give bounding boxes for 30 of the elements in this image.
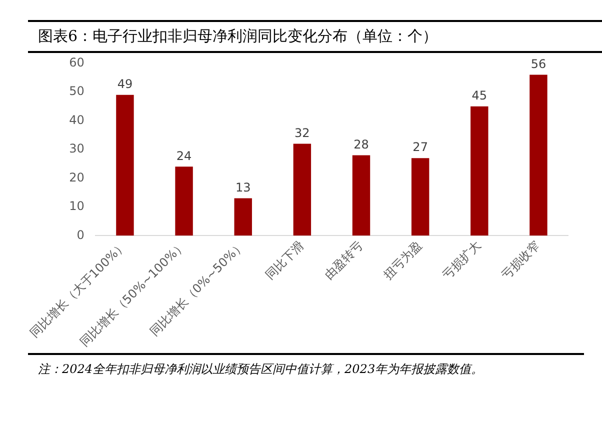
y-tick-label: 40 — [69, 112, 84, 127]
data-label: 28 — [354, 137, 369, 152]
data-label: 24 — [176, 148, 192, 163]
bar — [293, 144, 312, 236]
bar — [175, 166, 193, 236]
bar — [530, 74, 548, 236]
y-tick-label: 20 — [69, 170, 84, 184]
data-label: 13 — [235, 180, 251, 194]
x-tick-label: 亏损扩大 — [440, 238, 484, 282]
y-tick-label: 50 — [69, 84, 84, 98]
data-label: 27 — [412, 140, 428, 154]
data-label: 45 — [472, 88, 488, 102]
data-label: 49 — [117, 76, 133, 91]
data-label: 32 — [294, 126, 310, 140]
chart-title: 图表6：电子行业扣非归母净利润同比变化分布（单位：个） — [28, 20, 602, 53]
y-tick-label: 10 — [69, 199, 84, 214]
y-tick-label: 0 — [76, 228, 84, 242]
data-label: 56 — [530, 56, 546, 71]
x-tick-label: 由盈转亏 — [322, 238, 366, 282]
x-tick-label: 亏损收窄 — [498, 238, 543, 282]
y-tick-label: 30 — [69, 142, 84, 156]
text: 注：2024全年扣非归母净利润以业绩预告区间中值计算，2023年为年报披露数值。 — [37, 361, 484, 378]
x-tick-label: 扭亏为盈 — [380, 238, 425, 282]
bar — [470, 106, 488, 236]
y-tick-label: 60 — [69, 55, 84, 70]
bar — [411, 158, 430, 236]
x-tick-label: 同比下滑 — [262, 238, 307, 282]
bar — [116, 94, 134, 236]
bar — [234, 198, 252, 236]
bar — [352, 155, 370, 236]
